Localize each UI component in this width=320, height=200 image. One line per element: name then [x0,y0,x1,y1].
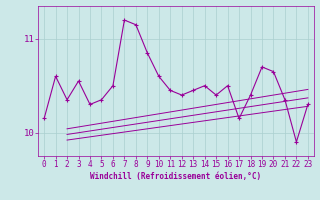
X-axis label: Windchill (Refroidissement éolien,°C): Windchill (Refroidissement éolien,°C) [91,172,261,181]
